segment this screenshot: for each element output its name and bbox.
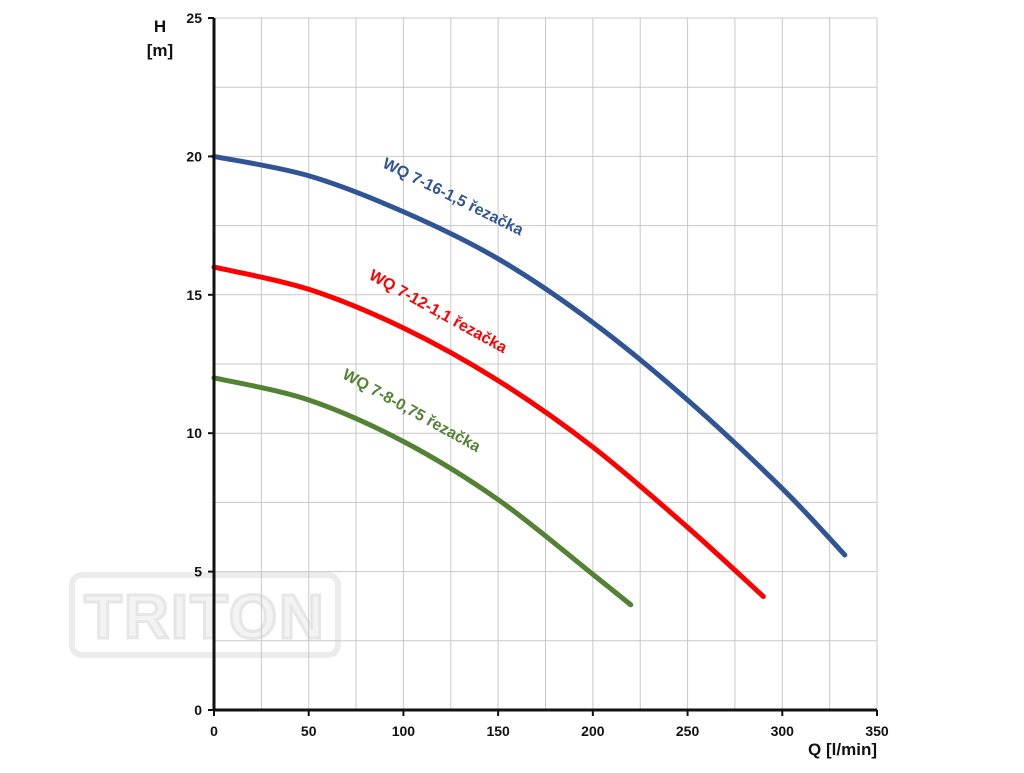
- y-tick-label: 15: [186, 287, 202, 303]
- x-tick-label: 50: [301, 723, 317, 739]
- y-tick-label: 25: [186, 10, 202, 26]
- series-lines: [211, 153, 848, 608]
- series-label-1: WQ 7-16-1,5 řezačka: [380, 155, 526, 239]
- watermark-logo-text: TRITON: [84, 583, 326, 652]
- x-tick-label: 100: [392, 723, 416, 739]
- series-line-2: [211, 264, 766, 600]
- y-tick-label: 10: [186, 425, 202, 441]
- y-tick-label: 5: [194, 564, 202, 580]
- axes: 0 50 100 150 200 250 300 350 0 5 10 15 20 25: [186, 10, 888, 739]
- x-tick-label: 300: [771, 723, 795, 739]
- y-tick-label: 0: [194, 702, 202, 718]
- x-tick-label: 250: [676, 723, 700, 739]
- series-line-1: [211, 153, 848, 558]
- watermark: TRITON: [69, 572, 341, 658]
- x-tick-label: 150: [486, 723, 510, 739]
- x-axis-title: Q [l/min]: [808, 740, 877, 759]
- series-label-3: WQ 7-8-0,75 řezačka: [339, 366, 483, 456]
- watermark-frame: [69, 572, 341, 658]
- x-tick-label: 200: [581, 723, 605, 739]
- x-tick-label: 350: [865, 723, 889, 739]
- y-axis-title-line2: [m]: [147, 41, 173, 60]
- x-tick-label: 0: [210, 723, 218, 739]
- y-axis-title-line1: H: [154, 17, 166, 36]
- y-tick-label: 20: [186, 148, 202, 164]
- series-line-3: [211, 375, 634, 608]
- grid: [214, 17, 878, 710]
